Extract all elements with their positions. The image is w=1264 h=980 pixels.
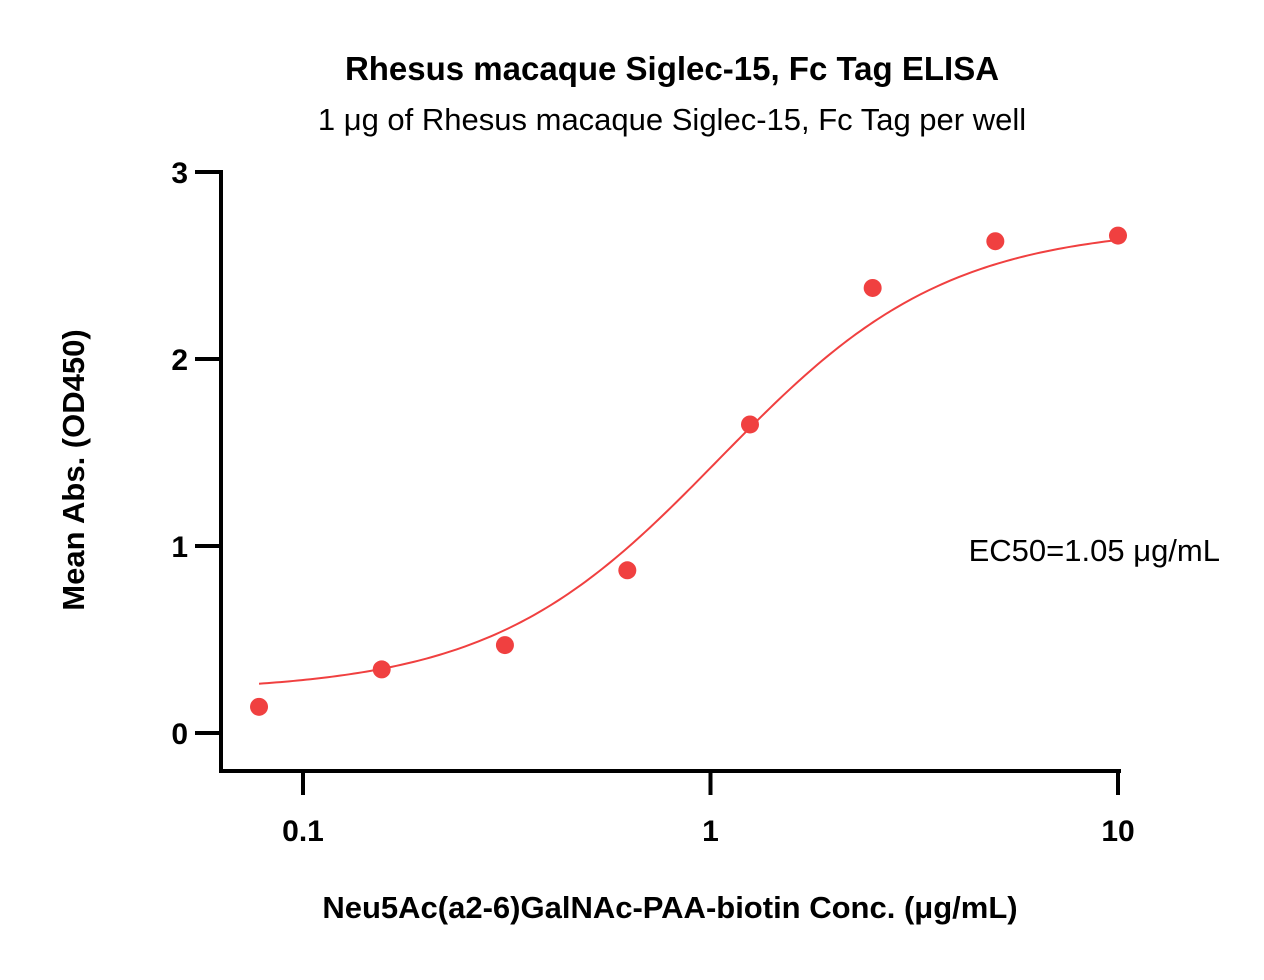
data-point bbox=[495, 636, 514, 655]
chart-title: Rhesus macaque Siglec-15, Fc Tag ELISA bbox=[345, 50, 999, 87]
data-point bbox=[250, 697, 269, 716]
x-axis-ticks: 0.1 1 10 bbox=[282, 771, 1135, 848]
y-tick-label: 1 bbox=[171, 531, 188, 564]
x-axis-label: Neu5Ac(a2-6)GalNAc-PAA-biotin Conc. (μg/… bbox=[322, 890, 1017, 925]
data-points-layer bbox=[250, 226, 1127, 716]
x-tick-label: 0.1 bbox=[282, 815, 324, 848]
fit-curve bbox=[258, 238, 1119, 685]
data-point bbox=[863, 278, 882, 297]
x-tick-label: 1 bbox=[702, 815, 719, 848]
y-tick-label: 0 bbox=[171, 718, 188, 751]
fit-curve-layer bbox=[258, 238, 1119, 685]
data-point bbox=[372, 660, 391, 679]
x-tick-label: 10 bbox=[1101, 815, 1134, 848]
y-tick-label: 3 bbox=[171, 157, 188, 190]
y-axis-ticks: 0 1 2 3 bbox=[171, 157, 221, 751]
chart-subtitle: 1 μg of Rhesus macaque Siglec-15, Fc Tag… bbox=[318, 102, 1026, 137]
axes bbox=[219, 170, 1121, 773]
data-point bbox=[986, 232, 1005, 251]
data-point bbox=[618, 561, 637, 580]
y-tick-label: 2 bbox=[171, 344, 188, 377]
ec50-annotation: EC50=1.05 μg/mL bbox=[969, 533, 1220, 568]
data-point bbox=[740, 415, 759, 434]
y-axis-label: Mean Abs. (OD450) bbox=[56, 329, 91, 610]
data-point bbox=[1109, 226, 1127, 245]
